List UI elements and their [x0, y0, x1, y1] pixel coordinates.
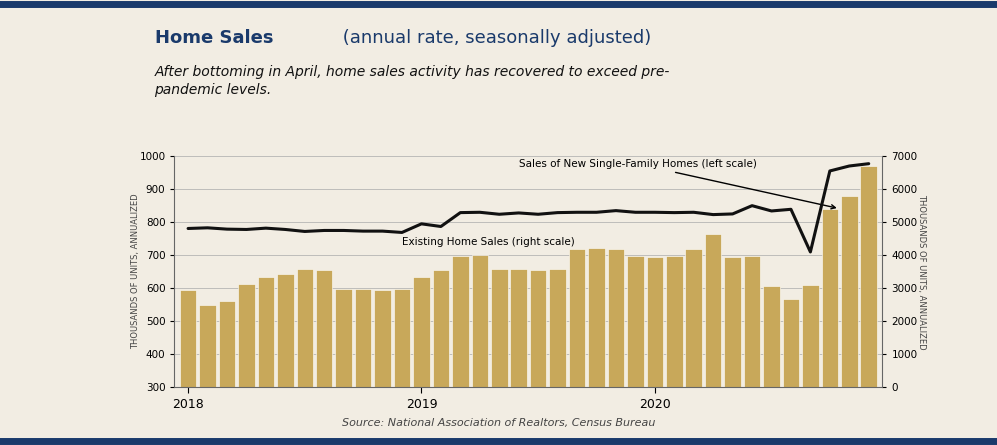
- Bar: [452, 255, 469, 445]
- Bar: [296, 269, 313, 445]
- Text: (annual rate, seasonally adjusted): (annual rate, seasonally adjusted): [337, 29, 651, 47]
- Bar: [316, 270, 332, 445]
- Bar: [529, 270, 546, 445]
- Bar: [725, 257, 741, 445]
- Bar: [666, 255, 683, 445]
- Bar: [179, 290, 196, 445]
- Bar: [413, 277, 430, 445]
- Bar: [822, 209, 838, 445]
- Bar: [686, 249, 702, 445]
- Bar: [277, 274, 293, 445]
- Text: Sales of New Single-Family Homes (left scale): Sales of New Single-Family Homes (left s…: [518, 159, 835, 209]
- Bar: [394, 289, 411, 445]
- Y-axis label: THOUSANDS OF UNITS, ANNUALIZED: THOUSANDS OF UNITS, ANNUALIZED: [917, 194, 926, 349]
- Text: After bottoming in April, home sales activity has recovered to exceed pre-
pande: After bottoming in April, home sales act…: [155, 65, 670, 97]
- Bar: [588, 248, 605, 445]
- Bar: [257, 277, 274, 445]
- Bar: [199, 304, 215, 445]
- Bar: [803, 285, 819, 445]
- Y-axis label: THOUSANDS OF UNITS, ANNUALIZED: THOUSANDS OF UNITS, ANNUALIZED: [131, 194, 140, 349]
- Text: Existing Home Sales (right scale): Existing Home Sales (right scale): [402, 237, 574, 247]
- Bar: [355, 289, 371, 445]
- Bar: [860, 166, 877, 445]
- Bar: [705, 235, 722, 445]
- Bar: [607, 249, 624, 445]
- Bar: [783, 299, 800, 445]
- Bar: [568, 249, 585, 445]
- Bar: [549, 270, 566, 445]
- Bar: [764, 286, 780, 445]
- Bar: [472, 255, 489, 445]
- Bar: [238, 284, 254, 445]
- Bar: [218, 300, 235, 445]
- Bar: [646, 257, 663, 445]
- Text: Home Sales: Home Sales: [155, 29, 273, 47]
- Bar: [491, 269, 507, 445]
- Bar: [510, 269, 527, 445]
- Bar: [744, 255, 761, 445]
- Bar: [335, 289, 352, 445]
- Bar: [841, 196, 857, 445]
- Bar: [433, 270, 450, 445]
- Bar: [627, 255, 644, 445]
- Text: Source: National Association of Realtors, Census Bureau: Source: National Association of Realtors…: [342, 418, 655, 428]
- Bar: [374, 290, 391, 445]
